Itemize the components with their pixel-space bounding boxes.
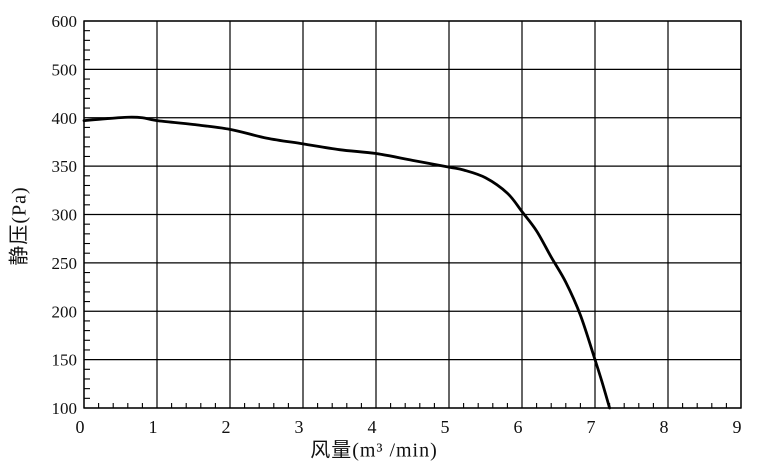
y-tick-label: 200 xyxy=(52,302,78,321)
x-tick-label: 3 xyxy=(295,417,304,437)
x-tick-label: 6 xyxy=(514,417,523,437)
y-tick-label: 600 xyxy=(52,12,78,31)
pressure-curve xyxy=(82,115,611,410)
plot-border xyxy=(83,20,742,409)
y-axis-title: 静压(Pa) xyxy=(8,186,31,266)
y-tick-label: 500 xyxy=(52,60,78,79)
y-tick-label: 400 xyxy=(52,109,78,128)
x-tick-label: 2 xyxy=(222,417,231,437)
x-tick-label: 8 xyxy=(660,417,669,437)
x-axis-title: 风量(m³ /min) xyxy=(310,439,438,462)
y-tick-label: 150 xyxy=(52,351,78,370)
x-tick-label: 9 xyxy=(733,417,742,437)
x-tick-label: 7 xyxy=(587,417,596,437)
y-tick-label: 350 xyxy=(52,157,78,176)
x-tick-label: 0 xyxy=(76,417,85,437)
y-tick-label: 250 xyxy=(52,254,78,273)
y-tick-label: 100 xyxy=(52,399,78,418)
x-tick-label: 5 xyxy=(441,417,450,437)
y-tick-label: 300 xyxy=(52,206,78,225)
x-tick-label: 1 xyxy=(149,417,158,437)
x-tick-label: 4 xyxy=(368,417,377,437)
